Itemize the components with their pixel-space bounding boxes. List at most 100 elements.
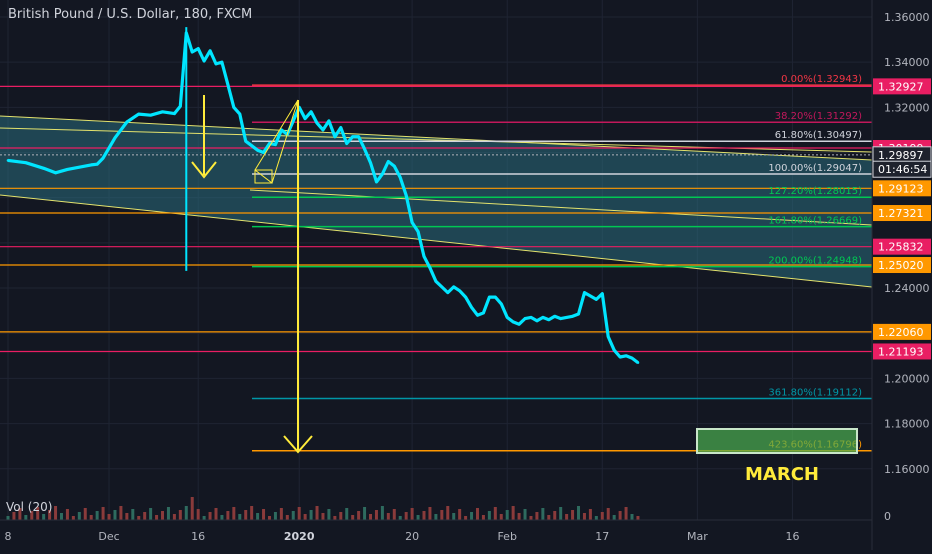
- price-point-40: [327, 119, 331, 123]
- volume-bar-10: [65, 509, 69, 520]
- trend-channel: [0, 116, 872, 287]
- price-badge-bg-7: [873, 257, 931, 274]
- price-point-9: [113, 136, 117, 140]
- volume-bar-8: [54, 506, 58, 520]
- volume-bar-105: [630, 514, 634, 520]
- volume-bar-23: [143, 512, 147, 520]
- volume-bar-50: [303, 514, 307, 520]
- fib-label-3: 100.00%(1.29047): [768, 163, 862, 174]
- volume-bar-1: [12, 512, 16, 520]
- volume-bar-31: [190, 497, 194, 520]
- volume-bar-88: [529, 516, 533, 520]
- volume-bar-27: [166, 507, 170, 520]
- volume-bar-62: [374, 510, 378, 520]
- volume-bar-91: [547, 515, 551, 520]
- fib-label-4: 127.20%(1.28015): [768, 186, 862, 197]
- price-point-86: [600, 292, 604, 296]
- price-point-5: [78, 165, 81, 169]
- volume-axis-zero: 0: [884, 510, 891, 523]
- volume-bar-95: [571, 510, 575, 520]
- price-point-4: [66, 168, 69, 171]
- price-point-14: [173, 112, 176, 115]
- price-point-49: [381, 172, 384, 176]
- price-point-24: [232, 106, 236, 109]
- y-tick-2: 1.32000: [884, 101, 930, 114]
- price-point-50: [387, 160, 390, 163]
- price-point-64: [470, 305, 473, 309]
- y-tick-5: 1.18000: [884, 418, 930, 431]
- volume-bar-36: [220, 515, 224, 520]
- volume-bar-35: [214, 508, 218, 520]
- volume-bar-89: [535, 512, 539, 520]
- volume-label: Vol (20): [6, 500, 53, 514]
- price-point-17: [190, 50, 194, 54]
- price-point-6: [89, 163, 93, 167]
- volume-bar-99: [594, 516, 598, 520]
- volume-bar-39: [238, 514, 242, 520]
- volume-bar-70: [422, 511, 426, 520]
- volume-bar-18: [113, 510, 117, 520]
- price-point-71: [511, 320, 515, 324]
- volume-bar-19: [119, 506, 123, 520]
- volume-bar-80: [481, 515, 485, 520]
- volume-bar-37: [226, 511, 230, 520]
- price-point-72: [517, 322, 521, 326]
- y-tick-6: 1.16000: [884, 463, 930, 476]
- price-point-36: [303, 117, 307, 120]
- price-point-46: [363, 147, 366, 151]
- x-tick-3: 2020: [284, 530, 315, 543]
- price-point-43: [345, 142, 349, 145]
- price-point-20: [208, 49, 212, 53]
- price-point-8: [101, 156, 105, 160]
- price-badge-2: 1.29897: [878, 149, 924, 162]
- price-badge-4: 1.29123: [878, 182, 924, 195]
- volume-bars: [6, 497, 640, 520]
- price-point-74: [529, 316, 533, 319]
- price-point-52: [398, 176, 402, 179]
- volume-bar-24: [149, 508, 153, 520]
- volume-bar-82: [493, 507, 497, 520]
- volume-bar-76: [458, 509, 462, 520]
- volume-bar-6: [42, 514, 46, 520]
- price-point-69: [499, 302, 503, 306]
- volume-bar-4: [30, 511, 34, 520]
- price-badge-7: 1.25020: [878, 259, 924, 272]
- price-badge-bg-4: [873, 180, 931, 197]
- annotation-march: MARCH: [745, 464, 819, 485]
- price-point-54: [410, 221, 414, 224]
- volume-bar-49: [297, 507, 301, 520]
- price-point-92: [636, 361, 640, 364]
- fib-label-0: 0.00%(1.32943): [781, 74, 862, 85]
- fib-label-1: 38.20%(1.31292): [775, 111, 862, 122]
- price-point-37: [309, 110, 313, 114]
- x-tick-2: 16: [191, 530, 205, 543]
- price-point-60: [446, 291, 450, 294]
- volume-bar-33: [202, 516, 206, 520]
- volume-bar-103: [618, 511, 622, 520]
- price-point-55: [416, 230, 420, 233]
- arrow-2-head: [283, 435, 313, 454]
- price-point-83: [583, 291, 586, 294]
- volume-bar-25: [155, 515, 159, 520]
- price-point-90: [624, 354, 628, 358]
- price-point-82: [577, 312, 580, 316]
- volume-bar-40: [244, 510, 248, 520]
- price-point-84: [589, 294, 592, 298]
- volume-bar-101: [606, 508, 610, 520]
- price-point-67: [488, 295, 491, 299]
- price-point-23: [226, 83, 230, 87]
- price-point-63: [464, 295, 467, 299]
- price-point-34: [291, 119, 295, 123]
- volume-bar-51: [309, 510, 313, 520]
- volume-bar-45: [273, 512, 277, 520]
- volume-bar-15: [95, 511, 99, 520]
- price-point-25: [238, 112, 242, 116]
- y-tick-1: 1.34000: [884, 56, 930, 69]
- arrow-1-head: [191, 161, 217, 179]
- price-point-85: [595, 298, 598, 301]
- price-point-79: [559, 317, 562, 320]
- price-point-70: [505, 316, 509, 319]
- price-point-41: [333, 135, 337, 138]
- volume-bar-22: [137, 516, 141, 520]
